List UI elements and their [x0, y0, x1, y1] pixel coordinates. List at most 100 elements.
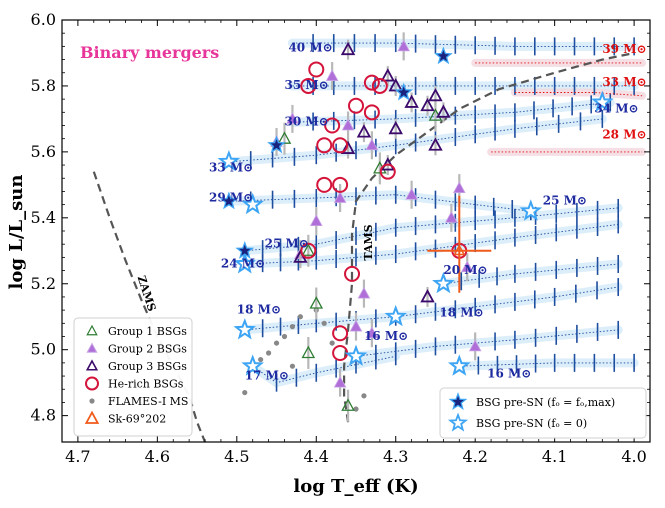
group2-bsg-marker: [444, 210, 458, 223]
legend-left: Group 1 BSGs Group 2 BSGs Group 3 BSGs He-r…: [73, 317, 193, 437]
he-rich-bsg-marker: [308, 61, 325, 78]
bsg-presn-max-star: [235, 240, 255, 259]
x-tick-label: 4.5: [224, 447, 249, 466]
he-rich-bsg-marker: [344, 265, 361, 282]
bsg-presn-max-star: [394, 82, 414, 101]
y-tick-label: 5.4: [31, 208, 56, 227]
bsg-presn-zero-star: [432, 271, 455, 294]
group2-bsg-marker: [286, 112, 299, 124]
flames-ms-point: [273, 340, 280, 346]
track-mass-label: 24 M⊙: [221, 256, 265, 270]
legend-left-label: Group 1 BSGs: [108, 325, 187, 338]
track-band-red: [510, 88, 647, 100]
flames-ms-point: [242, 389, 248, 396]
group3-bsg-marker: [356, 124, 372, 138]
x-tick-label: 4.1: [542, 447, 567, 466]
bsg-presn-max-star: [219, 191, 239, 210]
track-mass-label: 30 M⊙: [284, 115, 328, 129]
he-rich-bsg-marker: [332, 176, 349, 193]
group2-bsg-marker: [309, 214, 323, 227]
x-tick-label: 4.2: [462, 447, 487, 466]
group2-bsg-marker: [468, 339, 482, 352]
y-axis-title: log L/L_sun: [6, 175, 27, 290]
y-tick-label: 5.6: [31, 142, 56, 161]
he-rich-bsg-marker: [300, 242, 317, 259]
group2-bsg-marker: [365, 138, 379, 151]
bsg-presn-zero-star: [447, 354, 471, 376]
bsg-presn-max-star: [267, 135, 286, 154]
x-tick-label: 4.7: [65, 447, 90, 466]
track-line: [292, 101, 611, 123]
track-mass-label: 34 M⊙: [594, 101, 638, 115]
group2-bsg-marker: [349, 319, 363, 332]
group2-bsg-marker: [333, 191, 347, 203]
group2-bsg-marker: [341, 118, 355, 131]
he-rich-bsg-marker: [324, 117, 341, 134]
legend-left-label: Group 3 BSGs: [108, 360, 187, 373]
bsg-presn-max-star: [434, 46, 453, 65]
he-rich-bsg-marker: [371, 77, 388, 94]
track-mass-label: 16 M⊙: [364, 329, 408, 343]
he-rich-bsg-marker: [316, 137, 333, 154]
bsg-presn-zero-star: [233, 252, 257, 274]
bsg-presn-zero-star: [519, 199, 543, 221]
track-mass-label-red: 28 M⊙: [602, 128, 646, 142]
x-tick-label: 4.4: [304, 447, 329, 466]
group3-bsg-marker: [420, 289, 435, 303]
bsg-presn-zero-star: [344, 344, 368, 366]
track-mass-label: 29 M⊙: [209, 190, 253, 204]
bsg-presn-zero-star: [241, 354, 265, 376]
track-line: [443, 263, 619, 285]
legend-symbol-herich: [85, 376, 99, 391]
track-mass-label: 17 M⊙: [245, 368, 289, 382]
legend-left-label: Group 2 BSGs: [108, 343, 187, 356]
he-rich-bsg-marker: [348, 97, 364, 114]
group2-bsg-marker: [405, 187, 418, 200]
he-rich-bsg-marker: [363, 104, 380, 121]
flames-ms-point: [289, 363, 296, 369]
group3-bsg-marker: [428, 137, 443, 151]
flames-ms-point: [289, 324, 296, 330]
flames-ms-point: [321, 320, 327, 326]
legend-symbol-group2: [86, 342, 98, 353]
x-tick-label: 4.0: [621, 447, 646, 466]
sk69-202-marker: [453, 244, 466, 256]
group2-bsg-marker: [325, 69, 339, 81]
track-mass-label: 25 M⊙: [543, 194, 587, 208]
x-tick-label: 4.3: [383, 447, 408, 466]
y-tick-label: 5.8: [31, 76, 56, 95]
legend-right-label: BSG pre-SN (fₒ = 0): [476, 417, 587, 430]
legend-left-box: [73, 317, 193, 437]
flames-ms-point: [329, 340, 335, 346]
legend-symbol-star-max: [448, 392, 468, 410]
group2-bsg-marker: [460, 260, 474, 273]
legend-symbol-group3: [85, 359, 99, 371]
bsg-presn-zero-star: [217, 149, 241, 172]
group1-bsg-marker: [341, 398, 355, 411]
group1-bsg-marker: [301, 243, 316, 256]
legend-symbol-group1: [86, 324, 98, 336]
group2-bsg-marker: [452, 181, 466, 194]
track-band: [454, 358, 639, 371]
group3-bsg-marker: [404, 94, 419, 108]
group1-bsg-marker: [309, 296, 324, 309]
track-mass-label-red: 39 M⊙: [602, 42, 646, 56]
track-mass-label: 18 M⊙: [439, 306, 483, 320]
chart-title: Binary mergers: [80, 43, 219, 62]
legend-symbol-star-zero: [447, 412, 469, 432]
legend-symbol-sk69: [84, 410, 100, 424]
track-mass-label: 18 M⊙: [237, 302, 281, 316]
y-tick-label: 4.8: [31, 406, 56, 425]
y-tick-label: 5.0: [31, 340, 56, 359]
legend-right: BSG pre-SN (fₒ = fₒ,max) BSG pre-SN (fₒ =…: [439, 387, 647, 439]
flames-ms-point: [265, 350, 272, 356]
he-rich-bsg-marker: [332, 325, 349, 342]
flames-ms-point: [258, 356, 264, 363]
group3-bsg-marker: [428, 87, 443, 102]
group2-bsg-marker: [333, 375, 347, 388]
track-band: [224, 190, 536, 216]
group3-bsg-marker: [380, 68, 395, 82]
flames-ms-point: [353, 406, 359, 412]
he-rich-bsg-marker: [316, 176, 333, 193]
